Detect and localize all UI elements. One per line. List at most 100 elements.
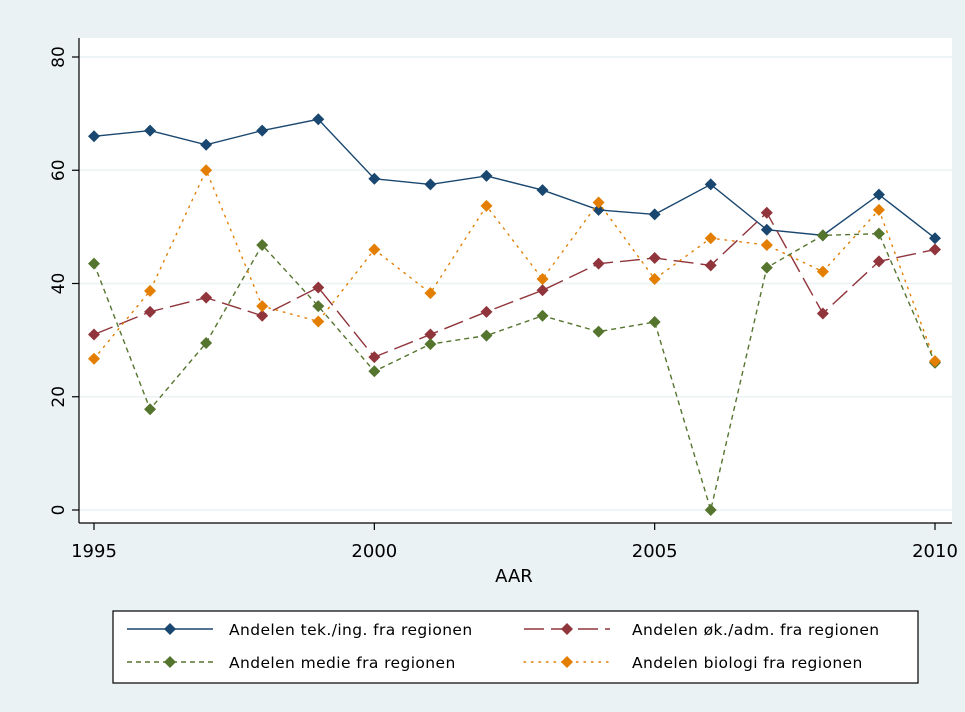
data-point [872, 203, 885, 216]
data-point [480, 329, 493, 342]
data-point [88, 130, 100, 143]
data-point [480, 199, 493, 212]
data-point [88, 352, 100, 365]
data-point [312, 300, 325, 313]
data-point [760, 223, 773, 236]
data-point [144, 305, 157, 318]
axes: 0 20 40 60 80 1995 2000 2005 2010 [49, 38, 958, 562]
data-point [368, 351, 381, 364]
x-tick-label: 1995 [71, 541, 117, 562]
data-point [144, 403, 157, 416]
legend-item: Andelen tek./ing. fra regionen [127, 621, 473, 639]
legend: Andelen tek./ing. fra regionen Andelen øk… [112, 610, 919, 684]
data-point [648, 272, 661, 285]
data-point [704, 504, 717, 516]
series-line [93, 168, 936, 362]
data-point [816, 229, 829, 242]
data-point [368, 243, 381, 256]
data-point [872, 255, 885, 268]
data-point [480, 305, 493, 318]
data-point [536, 284, 549, 297]
data-point [648, 252, 661, 265]
legend-label: Andelen tek./ing. fra regionen [229, 621, 473, 639]
data-point [592, 203, 605, 216]
data-point [256, 300, 269, 313]
data-point [536, 309, 549, 322]
legend-swatch-marker [561, 656, 573, 668]
y-tick-label: 20 [49, 386, 69, 408]
data-point [368, 172, 381, 185]
legend-item: Andelen øk./adm. fra regionen [524, 621, 880, 639]
data-point [872, 188, 885, 201]
data-point [200, 138, 213, 151]
data-point [816, 307, 829, 320]
y-tick-label: 40 [49, 273, 69, 295]
data-point [929, 232, 941, 245]
data-point [480, 169, 493, 182]
x-axis-label: AAR [495, 566, 533, 587]
series-line [93, 211, 936, 358]
data-point [536, 272, 549, 285]
data-point [424, 178, 437, 191]
y-tick-label: 0 [49, 505, 69, 516]
legend-item: Andelen medie fra regionen [127, 654, 456, 672]
data-point [760, 261, 773, 274]
data-point [760, 206, 773, 219]
data-point [929, 355, 941, 368]
data-point [256, 124, 269, 137]
data-point [144, 284, 157, 297]
data-point [312, 281, 325, 294]
data-point [929, 243, 941, 256]
data-point [144, 124, 157, 137]
x-tick-label: 2010 [912, 541, 958, 562]
data-point [312, 315, 325, 328]
data-point [704, 232, 717, 245]
legend-swatch-marker [164, 623, 176, 635]
series-1 [88, 113, 941, 245]
data-point [200, 291, 213, 304]
x-tick-label: 2000 [351, 541, 397, 562]
series-4 [88, 164, 941, 368]
data-point [592, 325, 605, 338]
series-line [93, 118, 936, 239]
data-point [256, 309, 269, 322]
legend-box [112, 610, 919, 684]
data-point [88, 328, 100, 341]
data-point [312, 113, 325, 126]
legend-label: Andelen biologi fra regionen [632, 654, 863, 672]
legend-swatch-marker [561, 623, 573, 635]
y-tick-label: 60 [49, 159, 69, 181]
data-point [872, 227, 885, 240]
legend-label: Andelen medie fra regionen [229, 654, 456, 672]
legend-label: Andelen øk./adm. fra regionen [632, 621, 880, 639]
data-point [648, 208, 661, 221]
series-line [93, 232, 936, 513]
data-point [200, 336, 213, 349]
series-group [88, 113, 941, 516]
data-point [536, 184, 549, 197]
data-point [704, 178, 717, 191]
data-point [368, 365, 381, 378]
plot-area [79, 38, 952, 523]
data-point [592, 196, 605, 209]
legend-swatch-marker [164, 656, 176, 668]
series-3 [88, 227, 941, 516]
data-point [200, 164, 213, 177]
data-point [816, 265, 829, 278]
data-point [256, 238, 269, 251]
data-point [760, 238, 773, 251]
data-point [704, 259, 717, 272]
legend-item: Andelen biologi fra regionen [523, 654, 863, 672]
data-point [424, 338, 437, 351]
data-point [88, 257, 100, 270]
data-point [424, 328, 437, 341]
data-point [424, 287, 437, 300]
series-2 [88, 206, 941, 364]
data-point [592, 257, 605, 270]
x-tick-label: 2005 [632, 541, 678, 562]
data-point [648, 316, 661, 329]
gridlines [79, 56, 952, 511]
y-tick-label: 80 [49, 46, 69, 68]
